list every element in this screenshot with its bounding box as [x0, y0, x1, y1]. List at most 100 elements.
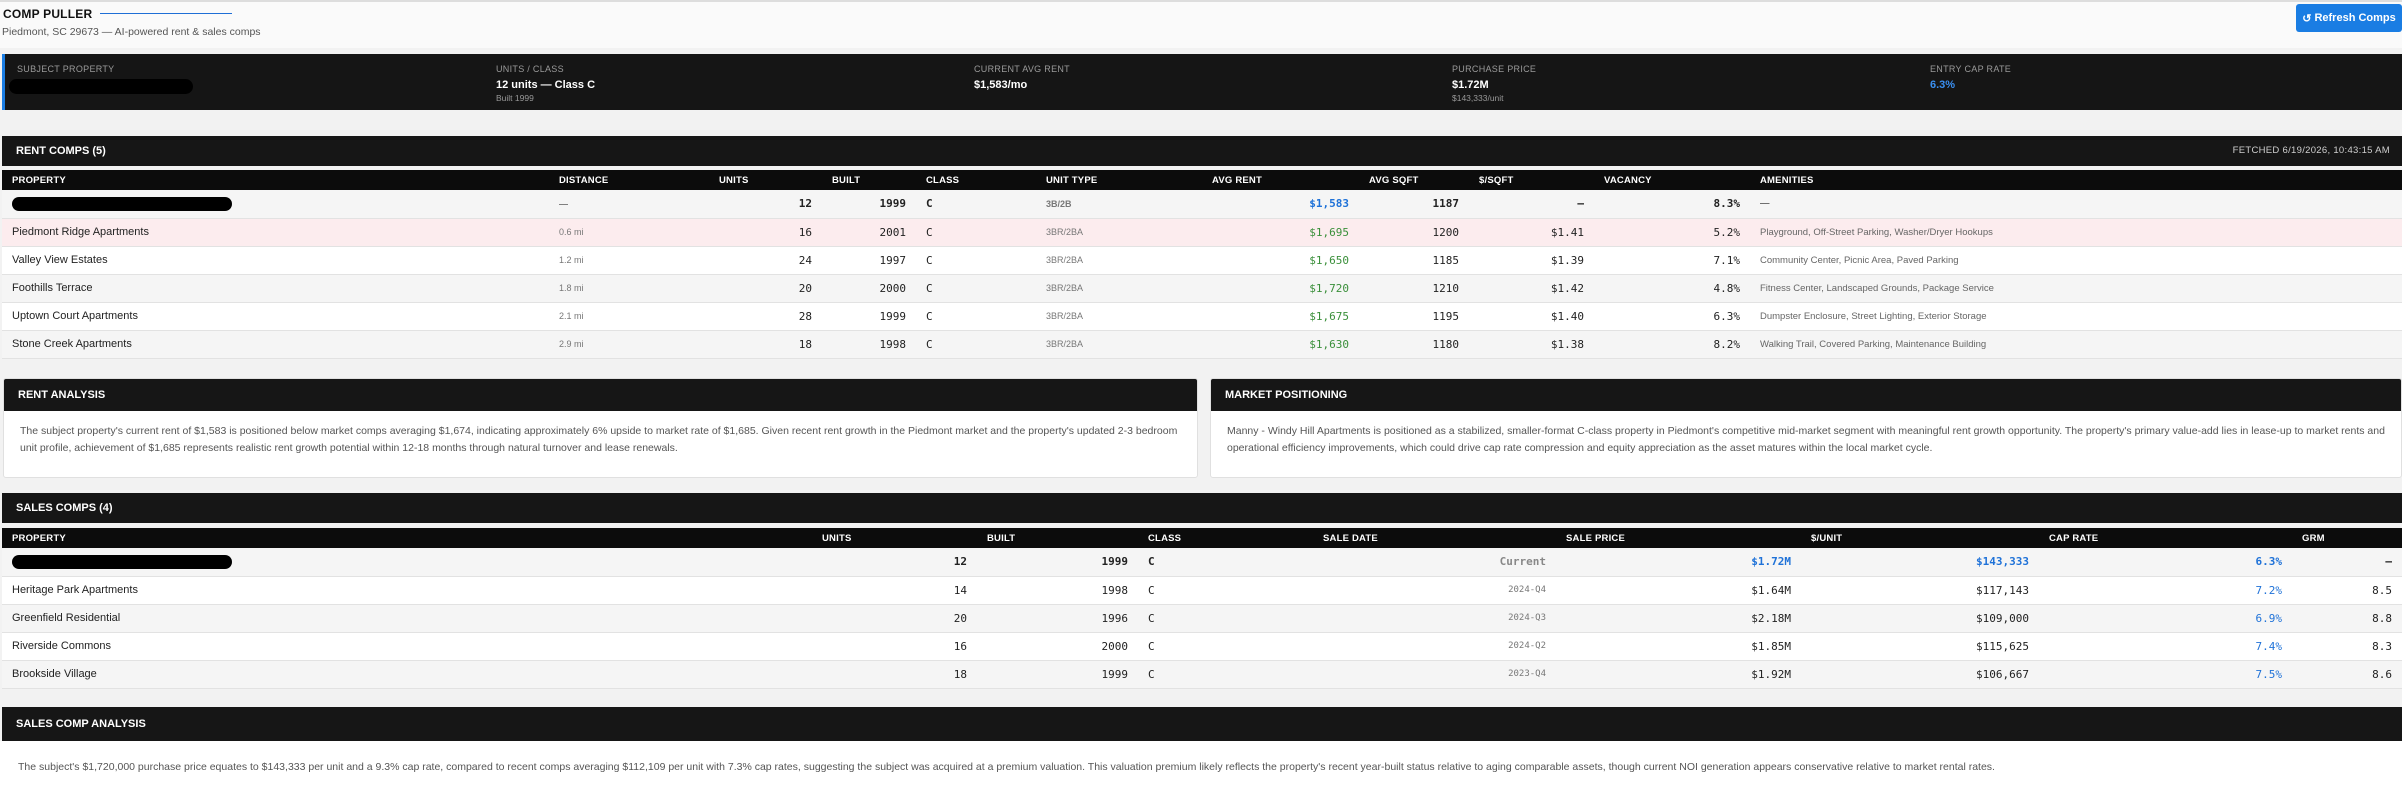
units-cell: 28 — [709, 302, 822, 331]
redacted-subject-name — [12, 196, 232, 211]
cap-rate-cell: 6.3% — [2039, 548, 2292, 577]
unit-type-cell: 3BR/2BA — [1036, 302, 1202, 331]
subject-property-cell — [2, 190, 549, 219]
units-cell: 16 — [812, 632, 977, 661]
summary-rent: CURRENT AVG RENT $1,583/mo — [974, 64, 1070, 91]
vacancy-cell: 6.3% — [1594, 302, 1750, 331]
class-cell: C — [1138, 576, 1313, 605]
avg-rent-cell: $1,583 — [1202, 190, 1359, 219]
app-title: COMP PULLER — [3, 7, 93, 21]
unit-type-cell: 3BR/2BA — [1036, 218, 1202, 247]
app-header: COMP PULLER Piedmont, SC 29673 — AI-powe… — [0, 0, 2402, 48]
sales-analysis-body: The subject's $1,720,000 purchase price … — [0, 741, 2402, 790]
built-cell: 1999 — [977, 548, 1138, 577]
sale-price-cell: $1.85M — [1556, 632, 1801, 661]
property-cell: Piedmont Ridge Apartments — [2, 218, 549, 247]
rent-comp-row[interactable]: Foothills Terrace 1.8 mi 20 2000 C 3BR/2… — [2, 274, 2402, 303]
property-cell: Heritage Park Apartments — [2, 576, 812, 605]
class-cell: C — [1138, 548, 1313, 577]
sales-comp-row[interactable]: Greenfield Residential 20 1996 C 2024-Q3… — [2, 604, 2402, 633]
property-cell: Uptown Court Apartments — [2, 302, 549, 331]
rent-analysis-text: The subject property's current rent of $… — [20, 425, 1178, 454]
redacted-subject-name — [9, 79, 193, 94]
amenities-cell: Playground, Off-Street Parking, Washer/D… — [1750, 218, 2402, 247]
sales-analysis-text: The subject's $1,720,000 purchase price … — [18, 761, 1995, 773]
units-cell: 14 — [812, 576, 977, 605]
built-cell: 1999 — [977, 660, 1138, 689]
col-avg-rent: AVG RENT — [1202, 170, 1359, 190]
refresh-comps-button[interactable]: ↺ Refresh Comps — [2296, 4, 2402, 32]
price-label: PURCHASE PRICE — [1452, 64, 1537, 74]
rent-comp-row[interactable]: Valley View Estates 1.2 mi 24 1997 C 3BR… — [2, 246, 2402, 275]
col-amenities: AMENITIES — [1750, 170, 2402, 190]
sales-comp-row[interactable]: Riverside Commons 16 2000 C 2024-Q2 $1.8… — [2, 632, 2402, 661]
sale-price-cell: $2.18M — [1556, 604, 1801, 633]
property-cell: Riverside Commons — [2, 632, 812, 661]
cap-label: ENTRY CAP RATE — [1930, 64, 2012, 74]
units-cell: 18 — [812, 660, 977, 689]
sales-comp-row[interactable]: Brookside Village 18 1999 C 2023-Q4 $1.9… — [2, 660, 2402, 689]
units-cell: 20 — [812, 604, 977, 633]
sale-date-cell: 2023-Q4 — [1313, 660, 1556, 689]
subject-property-cell — [2, 548, 812, 577]
distance-cell: 2.1 mi — [549, 302, 709, 331]
psf-cell: – — [1469, 190, 1594, 219]
price-sub: $143,333/unit — [1452, 93, 1504, 103]
col-unit-type: UNIT TYPE — [1036, 170, 1202, 190]
avg-sqft-cell: 1195 — [1359, 302, 1469, 331]
avg-rent-cell: $1,720 — [1202, 274, 1359, 303]
class-cell: C — [1138, 604, 1313, 633]
market-positioning-panel: MARKET POSITIONING Manny - Windy Hill Ap… — [1210, 378, 2402, 478]
sale-date-cell: 2024-Q2 — [1313, 632, 1556, 661]
market-positioning-text: Manny - Windy Hill Apartments is positio… — [1227, 425, 2385, 454]
refresh-icon: ↺ — [2302, 12, 2312, 25]
distance-cell: 0.6 mi — [549, 218, 709, 247]
amenities-cell: Fitness Center, Landscaped Grounds, Pack… — [1750, 274, 2402, 303]
units-cell: 24 — [709, 246, 822, 275]
redacted-subject-name — [12, 554, 232, 569]
sales-comps-title: SALES COMPS (4) — [16, 502, 113, 514]
built-cell: 1996 — [977, 604, 1138, 633]
avg-sqft-cell: 1180 — [1359, 330, 1469, 359]
built-cell: 2001 — [822, 218, 916, 247]
per-unit-cell: $143,333 — [1801, 548, 2039, 577]
col-distance: DISTANCE — [549, 170, 709, 190]
refresh-label: Refresh Comps — [2314, 12, 2396, 24]
col-units: UNITS — [709, 170, 822, 190]
cap-rate-cell: 7.5% — [2039, 660, 2292, 689]
property-cell: Valley View Estates — [2, 246, 549, 275]
summary-subject: SUBJECT PROPERTY — [17, 64, 115, 74]
class-cell: C — [916, 302, 1036, 331]
fetched-timestamp: FETCHED 6/19/2026, 10:43:15 AM — [2232, 145, 2390, 156]
cap-rate-cell: 7.2% — [2039, 576, 2292, 605]
sale-date-cell: 2024-Q3 — [1313, 604, 1556, 633]
grm-cell: 8.8 — [2292, 604, 2402, 633]
col-grm: GRM — [2292, 528, 2402, 548]
summary-cap: ENTRY CAP RATE 6.3% — [1930, 64, 2011, 91]
built-cell: 1999 — [822, 190, 916, 219]
amenities-cell: Dumpster Enclosure, Street Lighting, Ext… — [1750, 302, 2402, 331]
rent-comps-table: PROPERTY DISTANCE UNITS BUILT CLASS UNIT… — [2, 170, 2402, 359]
built-cell: 2000 — [977, 632, 1138, 661]
rent-comp-row[interactable]: Uptown Court Apartments 2.1 mi 28 1999 C… — [2, 302, 2402, 331]
sales-subject-row[interactable]: 12 1999 C Current $1.72M $143,333 6.3% – — [2, 548, 2402, 577]
sale-price-cell: $1.64M — [1556, 576, 1801, 605]
col-psf: $/SQFT — [1469, 170, 1594, 190]
market-positioning-title: MARKET POSITIONING — [1211, 379, 2401, 411]
col-built: BUILT — [977, 528, 1138, 548]
rent-comp-row[interactable]: Stone Creek Apartments 2.9 mi 18 1998 C … — [2, 330, 2402, 359]
rent-comp-row[interactable]: Piedmont Ridge Apartments 0.6 mi 16 2001… — [2, 218, 2402, 247]
class-cell: C — [916, 218, 1036, 247]
property-cell: Foothills Terrace — [2, 274, 549, 303]
sales-comp-row[interactable]: Heritage Park Apartments 14 1998 C 2024-… — [2, 576, 2402, 605]
class-cell: C — [916, 330, 1036, 359]
col-sale-date: SALE DATE — [1313, 528, 1556, 548]
class-cell: C — [916, 246, 1036, 275]
sale-date-cell: 2024-Q4 — [1313, 576, 1556, 605]
units-cell: 12 — [812, 548, 977, 577]
col-property: PROPERTY — [2, 170, 549, 190]
amenities-cell: Community Center, Picnic Area, Paved Par… — [1750, 246, 2402, 275]
rent-subject-row[interactable]: — 12 1999 C 3B/2B $1,583 1187 – 8.3% — — [2, 190, 2402, 219]
class-cell: C — [1138, 632, 1313, 661]
grm-cell: – — [2292, 548, 2402, 577]
